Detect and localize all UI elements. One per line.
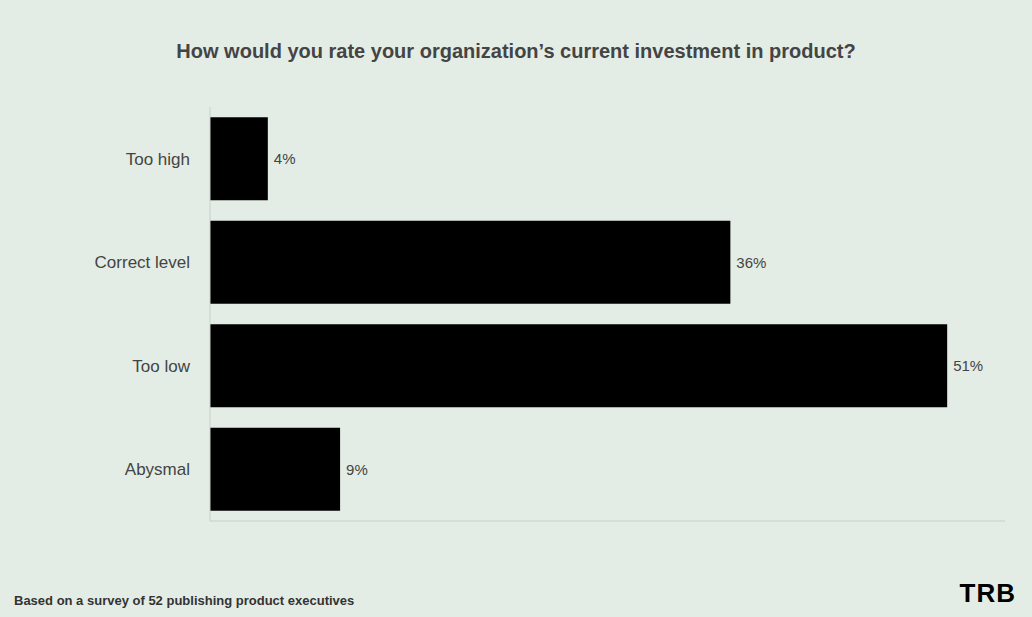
svg-text:51%: 51% bbox=[953, 357, 983, 374]
svg-text:9%: 9% bbox=[346, 461, 368, 478]
html-text:Based on a survey of 52 publis: Based on a survey of 52 publishing produ… bbox=[14, 593, 355, 608]
html-text:TRB: TRB bbox=[959, 578, 1016, 608]
svg-text:4%: 4% bbox=[274, 150, 296, 167]
svg-text:Too high: Too high bbox=[126, 150, 190, 169]
svg-text:Abysmal: Abysmal bbox=[125, 460, 190, 479]
svg-text:Too low: Too low bbox=[132, 357, 190, 376]
svg-text:36%: 36% bbox=[736, 254, 766, 271]
html-text:How would you rate your organi: How would you rate your organization’s c… bbox=[176, 40, 856, 62]
svg-text:Correct level: Correct level bbox=[95, 253, 190, 272]
